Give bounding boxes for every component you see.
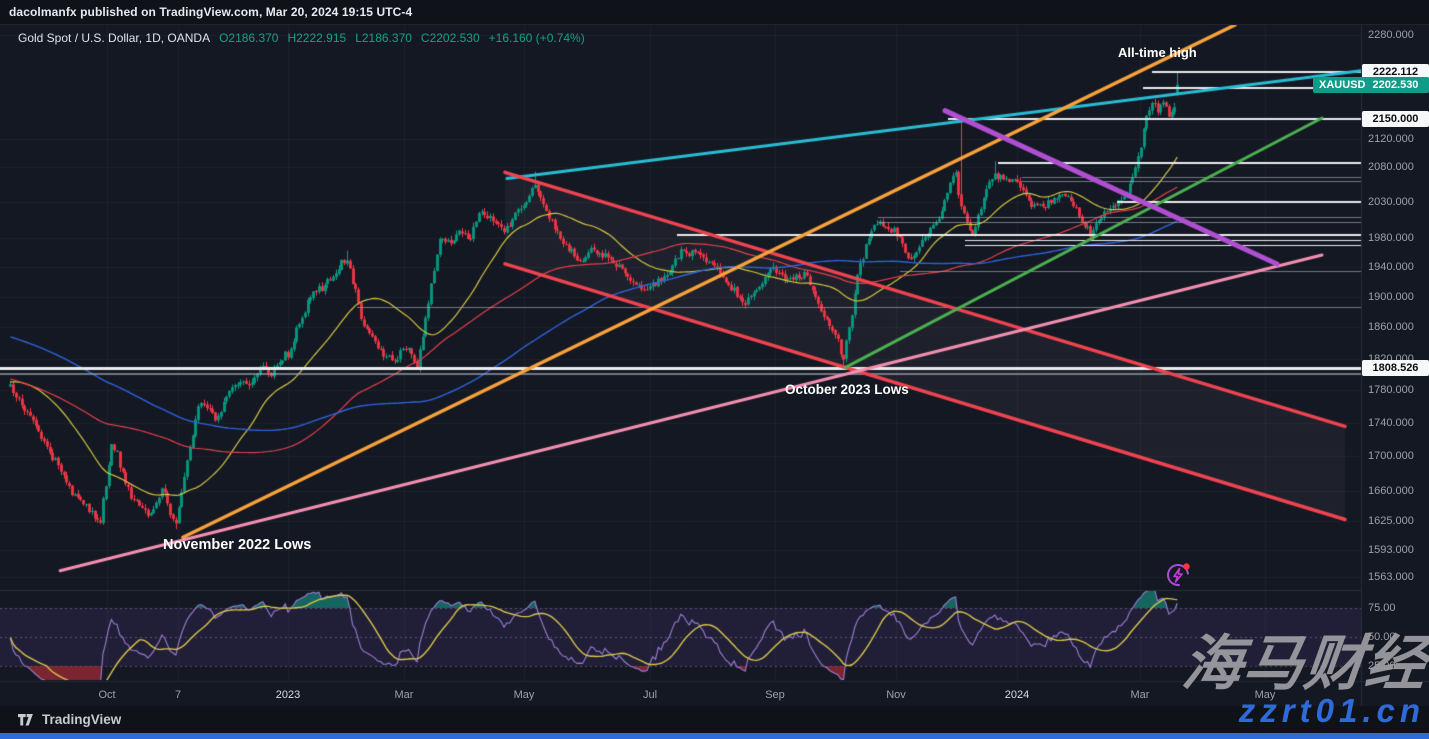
price-tick: 1593.000 (1368, 543, 1414, 556)
price-tick: 1700.000 (1368, 450, 1414, 463)
price-tick: 2030.000 (1368, 195, 1414, 208)
annotation-october-2023-lows: October 2023 Lows (785, 382, 909, 397)
price-tick: 1940.000 (1368, 260, 1414, 273)
price-tick: 1563.000 (1368, 571, 1414, 584)
symbol-title[interactable]: Gold Spot / U.S. Dollar, 1D, OANDA (18, 31, 211, 45)
ohlc-high: H2222.915 (287, 31, 347, 45)
tradingview-logo-icon[interactable] (18, 713, 35, 727)
price-badge: 2222.112 (1362, 63, 1429, 80)
bottom-blue-strip (0, 733, 1429, 739)
publish-info-bar: dacolmanfx published on TradingView.com,… (0, 0, 1429, 25)
price-badge: 1808.526 (1362, 359, 1429, 376)
price-tick: 2080.000 (1368, 160, 1414, 173)
ohlc-close: C2202.530 (420, 31, 480, 45)
annotation-all-time-high: All-time high (1118, 45, 1197, 60)
time-label: Jul (642, 689, 658, 701)
price-tick: 1900.000 (1368, 290, 1414, 303)
publish-info-text: dacolmanfx published on TradingView.com,… (9, 5, 413, 19)
notification-dot (1183, 563, 1190, 570)
rsi-tick: 50.00 (1368, 631, 1396, 643)
symbol-price-tag: XAUUSD (1313, 76, 1372, 93)
time-label: Sep (765, 689, 785, 701)
time-label: 2023 (275, 689, 301, 701)
price-tick: 1740.000 (1368, 417, 1414, 430)
time-label: Oct (98, 689, 116, 701)
price-tick: 1860.000 (1368, 321, 1414, 334)
lightning-icon (1167, 563, 1190, 586)
time-label: May (1254, 689, 1276, 701)
price-badge: 2202.530 (1362, 76, 1429, 93)
price-tick: 1980.000 (1368, 231, 1414, 244)
rsi-tick: 25.00 (1368, 660, 1396, 672)
watermark-site-url: zzrt01.cn (1238, 692, 1425, 729)
footer-bar: TradingView (0, 706, 1429, 733)
time-label: Mar (394, 689, 414, 701)
time-axis[interactable]: Oct 7 2023 Mar May Jul Sep Nov 2024 Mar May (0, 681, 1361, 707)
ohlc-open: O2186.370 (219, 31, 279, 45)
ohlc-low: L2186.370 (355, 31, 412, 45)
time-label: 2024 (1004, 689, 1030, 701)
watermark-chinese: 海马财经 (1178, 630, 1429, 697)
price-tick: 1660.000 (1368, 484, 1414, 497)
rsi-tick: 75.00 (1368, 602, 1396, 614)
tradingview-brand-text[interactable]: TradingView (42, 712, 122, 727)
time-label: 7 (174, 689, 182, 701)
price-tick: 1780.000 (1368, 384, 1414, 397)
time-label: Nov (886, 689, 906, 701)
time-label: Mar (1130, 689, 1150, 701)
ohlc-change: +16.160 (+0.74%) (488, 31, 585, 45)
annotation-november-2022-lows: November 2022 Lows (163, 537, 312, 553)
price-tick: 1625.000 (1368, 515, 1414, 528)
symbol-legend[interactable]: Gold Spot / U.S. Dollar, 1D, OANDA O2186… (18, 31, 585, 45)
price-badge: 2150.000 (1362, 111, 1429, 128)
price-axis[interactable]: 2280.000 2120.000 2080.000 2030.000 1980.000… (1362, 25, 1429, 681)
price-tick: 2120.000 (1368, 133, 1414, 146)
flash-idea-icon[interactable] (1163, 559, 1193, 589)
price-tick: 2280.000 (1368, 29, 1414, 41)
time-label: May (513, 689, 535, 701)
